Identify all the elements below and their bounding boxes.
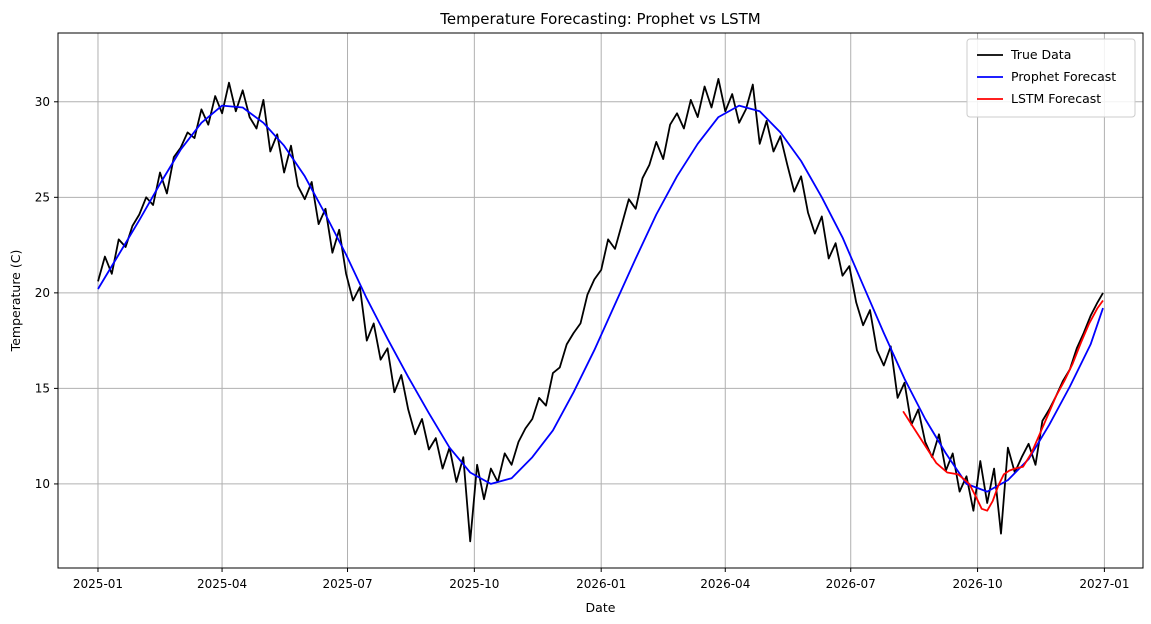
chart-title: Temperature Forecasting: Prophet vs LSTM	[439, 10, 760, 28]
series-line-true-data	[97, 78, 1104, 543]
legend-box	[966, 38, 1136, 118]
x-tick-label: 2026-07	[826, 577, 876, 591]
x-tick-label: 2027-01	[1079, 577, 1129, 591]
legend: True Data Prophet Forecast LSTM Forecast	[966, 38, 1136, 118]
y-tick-label: 20	[35, 286, 50, 300]
axis-ticks: 2025-01 2025-04 2025-07 2025-10 2026-01 2026-…	[35, 95, 1130, 591]
series-line-prophet-forecast	[97, 104, 1104, 493]
x-axis-title: Date	[586, 600, 616, 615]
series-lines	[97, 78, 1104, 543]
y-tick-label: 25	[35, 190, 50, 204]
x-tick-label: 2026-01	[576, 577, 626, 591]
series-line-lstm-forecast	[902, 299, 1104, 512]
x-tick-label: 2025-10	[449, 577, 499, 591]
plot-area-frame	[57, 32, 1144, 569]
y-tick-label: 15	[35, 381, 50, 395]
x-tick-label: 2025-04	[197, 577, 247, 591]
x-tick-label: 2026-10	[952, 577, 1002, 591]
legend-entry-label: Prophet Forecast	[1011, 69, 1116, 84]
x-tick-label: 2025-01	[73, 577, 123, 591]
y-tick-label: 10	[35, 477, 50, 491]
legend-entry-label: True Data	[1010, 47, 1071, 62]
y-axis-title: Temperature (C)	[8, 250, 23, 353]
y-tick-label: 30	[35, 95, 50, 109]
x-tick-label: 2026-04	[700, 577, 750, 591]
x-tick-label: 2025-07	[322, 577, 372, 591]
legend-entry-label: LSTM Forecast	[1011, 91, 1101, 106]
